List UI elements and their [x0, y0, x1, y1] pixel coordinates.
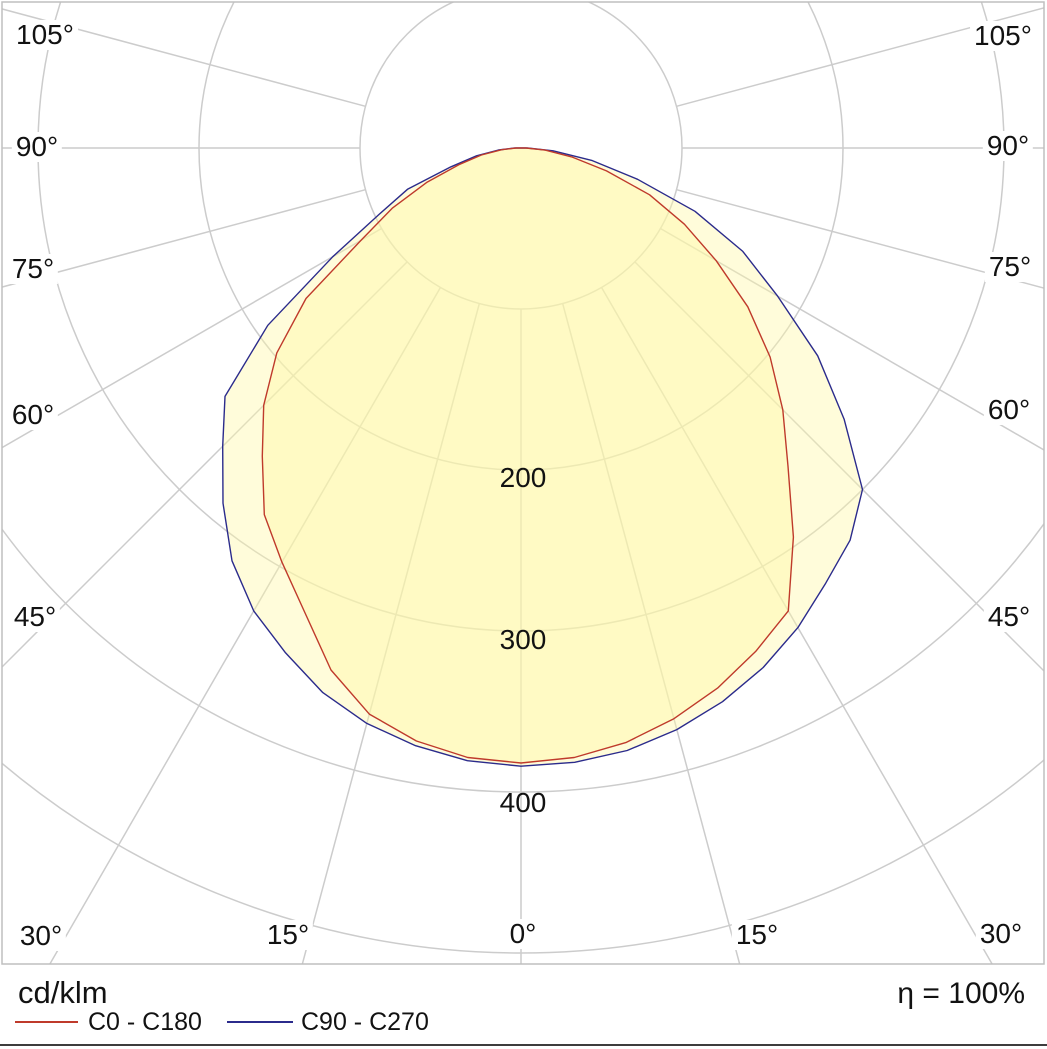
grid-radial-60 [660, 227, 1044, 451]
curve-line-C90-C270 [222, 147, 864, 767]
grid-radial-15 [561, 303, 741, 964]
chart-frame [1, 1, 1045, 965]
angle-label-75deg: 75° [7, 254, 59, 284]
angle-label-60deg: 60° [983, 395, 1035, 425]
angle-label-75deg: 75° [984, 252, 1036, 282]
ring-label-200: 200 [499, 462, 547, 493]
grid-radial--60 [2, 227, 382, 449]
angle-label-60deg: 60° [7, 400, 59, 430]
efficiency-label: η = 100% [897, 977, 1025, 1010]
angle-label-15deg: 15° [262, 920, 314, 950]
angle-label-30deg: 30° [975, 919, 1027, 949]
legend-swatch-c90-c270 [227, 1021, 293, 1023]
curve-line-C0-C180 [261, 147, 795, 764]
curve-fill-C0-C180 [262, 148, 794, 763]
angle-label-15deg: 15° [731, 920, 783, 950]
grid-radial--75 [2, 188, 366, 288]
grid-radial-105 [676, 7, 1044, 108]
angle-label-90deg: 90° [11, 132, 63, 162]
grid-radial-75 [676, 188, 1044, 289]
legend-label-c90-c270: C90 - C270 [301, 1008, 429, 1036]
grid-radial-30 [600, 287, 993, 964]
bottom-border [0, 1044, 1047, 1046]
grid-radial-45 [634, 261, 1044, 673]
angle-label-90deg: 90° [982, 131, 1034, 161]
legend-swatch-c0-c180 [15, 1021, 78, 1023]
grid-radial--45 [2, 261, 408, 669]
grid-radial--30 [49, 287, 442, 964]
unit-label: cd/klm [18, 975, 108, 1010]
angle-label-105deg: 105° [12, 20, 78, 50]
curves [222, 147, 864, 767]
ring-label-400: 400 [499, 787, 547, 818]
curve-fill-C90-C270 [222, 148, 863, 767]
angle-label-30deg: 30° [15, 921, 67, 951]
grid-radial--105 [2, 8, 366, 108]
angle-label-45deg: 45° [9, 602, 61, 632]
chart-footer: cd/klm η = 100% C0 - C180 C90 - C270 [0, 965, 1047, 1049]
angle-label-105deg: 105° [970, 21, 1036, 51]
grid-radial--15 [301, 303, 481, 964]
legend-label-c0-c180: C0 - C180 [88, 1008, 202, 1036]
angle-label-45deg: 45° [983, 602, 1035, 632]
ring-label-300: 300 [499, 624, 547, 655]
angle-label-0deg: 0° [505, 919, 541, 949]
